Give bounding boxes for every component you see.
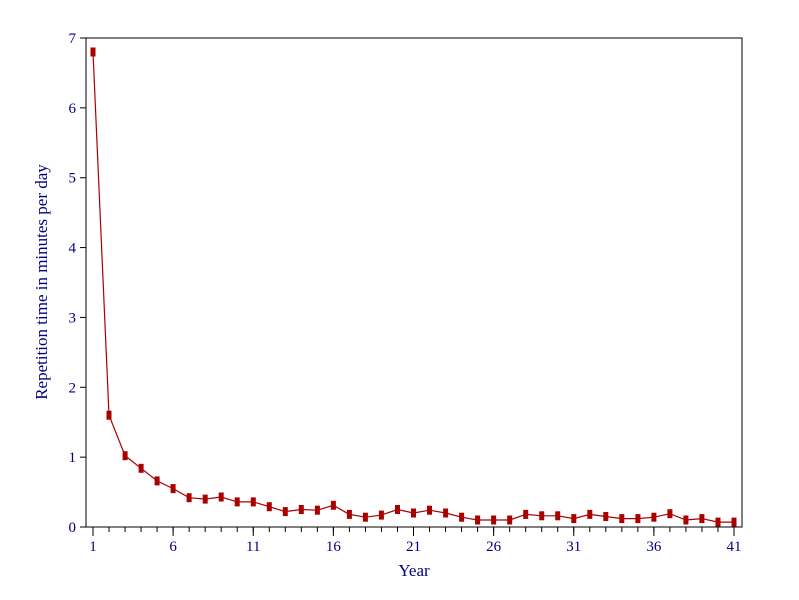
data-point bbox=[507, 515, 513, 525]
data-point bbox=[186, 493, 192, 503]
x-axis-title: Year bbox=[398, 561, 430, 580]
data-point bbox=[122, 451, 128, 461]
data-point bbox=[539, 511, 545, 521]
x-tick-label: 16 bbox=[326, 539, 342, 555]
x-tick-label: 36 bbox=[646, 539, 662, 555]
data-point bbox=[202, 494, 208, 504]
y-tick-label: 0 bbox=[69, 520, 77, 536]
data-point bbox=[651, 512, 657, 522]
data-point bbox=[298, 505, 304, 514]
data-point bbox=[619, 514, 625, 524]
data-point bbox=[170, 484, 176, 494]
data-point bbox=[635, 514, 641, 524]
x-tick-label: 26 bbox=[486, 539, 502, 555]
series-line bbox=[92, 51, 734, 523]
data-point bbox=[314, 505, 320, 515]
data-point bbox=[731, 517, 737, 527]
x-tick-label: 1 bbox=[89, 539, 97, 555]
data-point bbox=[250, 497, 256, 507]
data-point bbox=[427, 505, 432, 515]
data-point bbox=[411, 508, 416, 518]
y-axis-title: Repetition time in minutes per day bbox=[32, 164, 51, 400]
data-point bbox=[138, 463, 144, 473]
data-point bbox=[571, 514, 577, 524]
x-tick-label: 11 bbox=[246, 539, 260, 555]
y-tick-label: 2 bbox=[69, 380, 77, 396]
x-tick-label: 6 bbox=[169, 539, 177, 555]
data-point bbox=[555, 511, 561, 521]
data-point bbox=[266, 502, 272, 512]
data-point bbox=[667, 509, 673, 519]
series-markers bbox=[90, 47, 737, 527]
data-point bbox=[603, 512, 609, 521]
x-axis: 1 6 11 16 21 26 31 36 41 bbox=[89, 527, 742, 555]
data-point bbox=[523, 509, 529, 519]
data-point bbox=[106, 410, 112, 420]
data-point bbox=[395, 505, 400, 514]
y-axis: 0 1 2 3 4 5 6 7 bbox=[69, 31, 86, 536]
y-tick-label: 6 bbox=[69, 101, 77, 117]
data-point bbox=[378, 510, 384, 520]
data-point bbox=[282, 507, 288, 517]
y-tick-label: 5 bbox=[69, 171, 77, 187]
x-tick-label: 41 bbox=[727, 539, 742, 555]
data-point bbox=[234, 497, 240, 507]
data-point bbox=[154, 476, 160, 486]
data-point bbox=[443, 508, 449, 518]
data-point bbox=[491, 515, 497, 525]
y-tick-label: 3 bbox=[69, 310, 77, 326]
data-point bbox=[459, 512, 465, 522]
y-tick-label: 7 bbox=[69, 31, 77, 47]
x-tick-label: 21 bbox=[406, 539, 421, 555]
data-point bbox=[683, 515, 689, 525]
data-point bbox=[346, 509, 352, 519]
data-point bbox=[90, 47, 96, 57]
data-point bbox=[475, 515, 481, 525]
plot-frame bbox=[85, 37, 743, 528]
x-tick-label: 31 bbox=[566, 539, 581, 555]
data-point bbox=[699, 514, 705, 524]
data-point bbox=[330, 500, 336, 510]
data-point bbox=[587, 509, 593, 519]
data-point bbox=[362, 512, 368, 522]
y-tick-label: 1 bbox=[69, 450, 77, 466]
data-point bbox=[218, 492, 224, 502]
y-tick-label: 4 bbox=[69, 241, 77, 257]
data-point bbox=[715, 517, 721, 527]
